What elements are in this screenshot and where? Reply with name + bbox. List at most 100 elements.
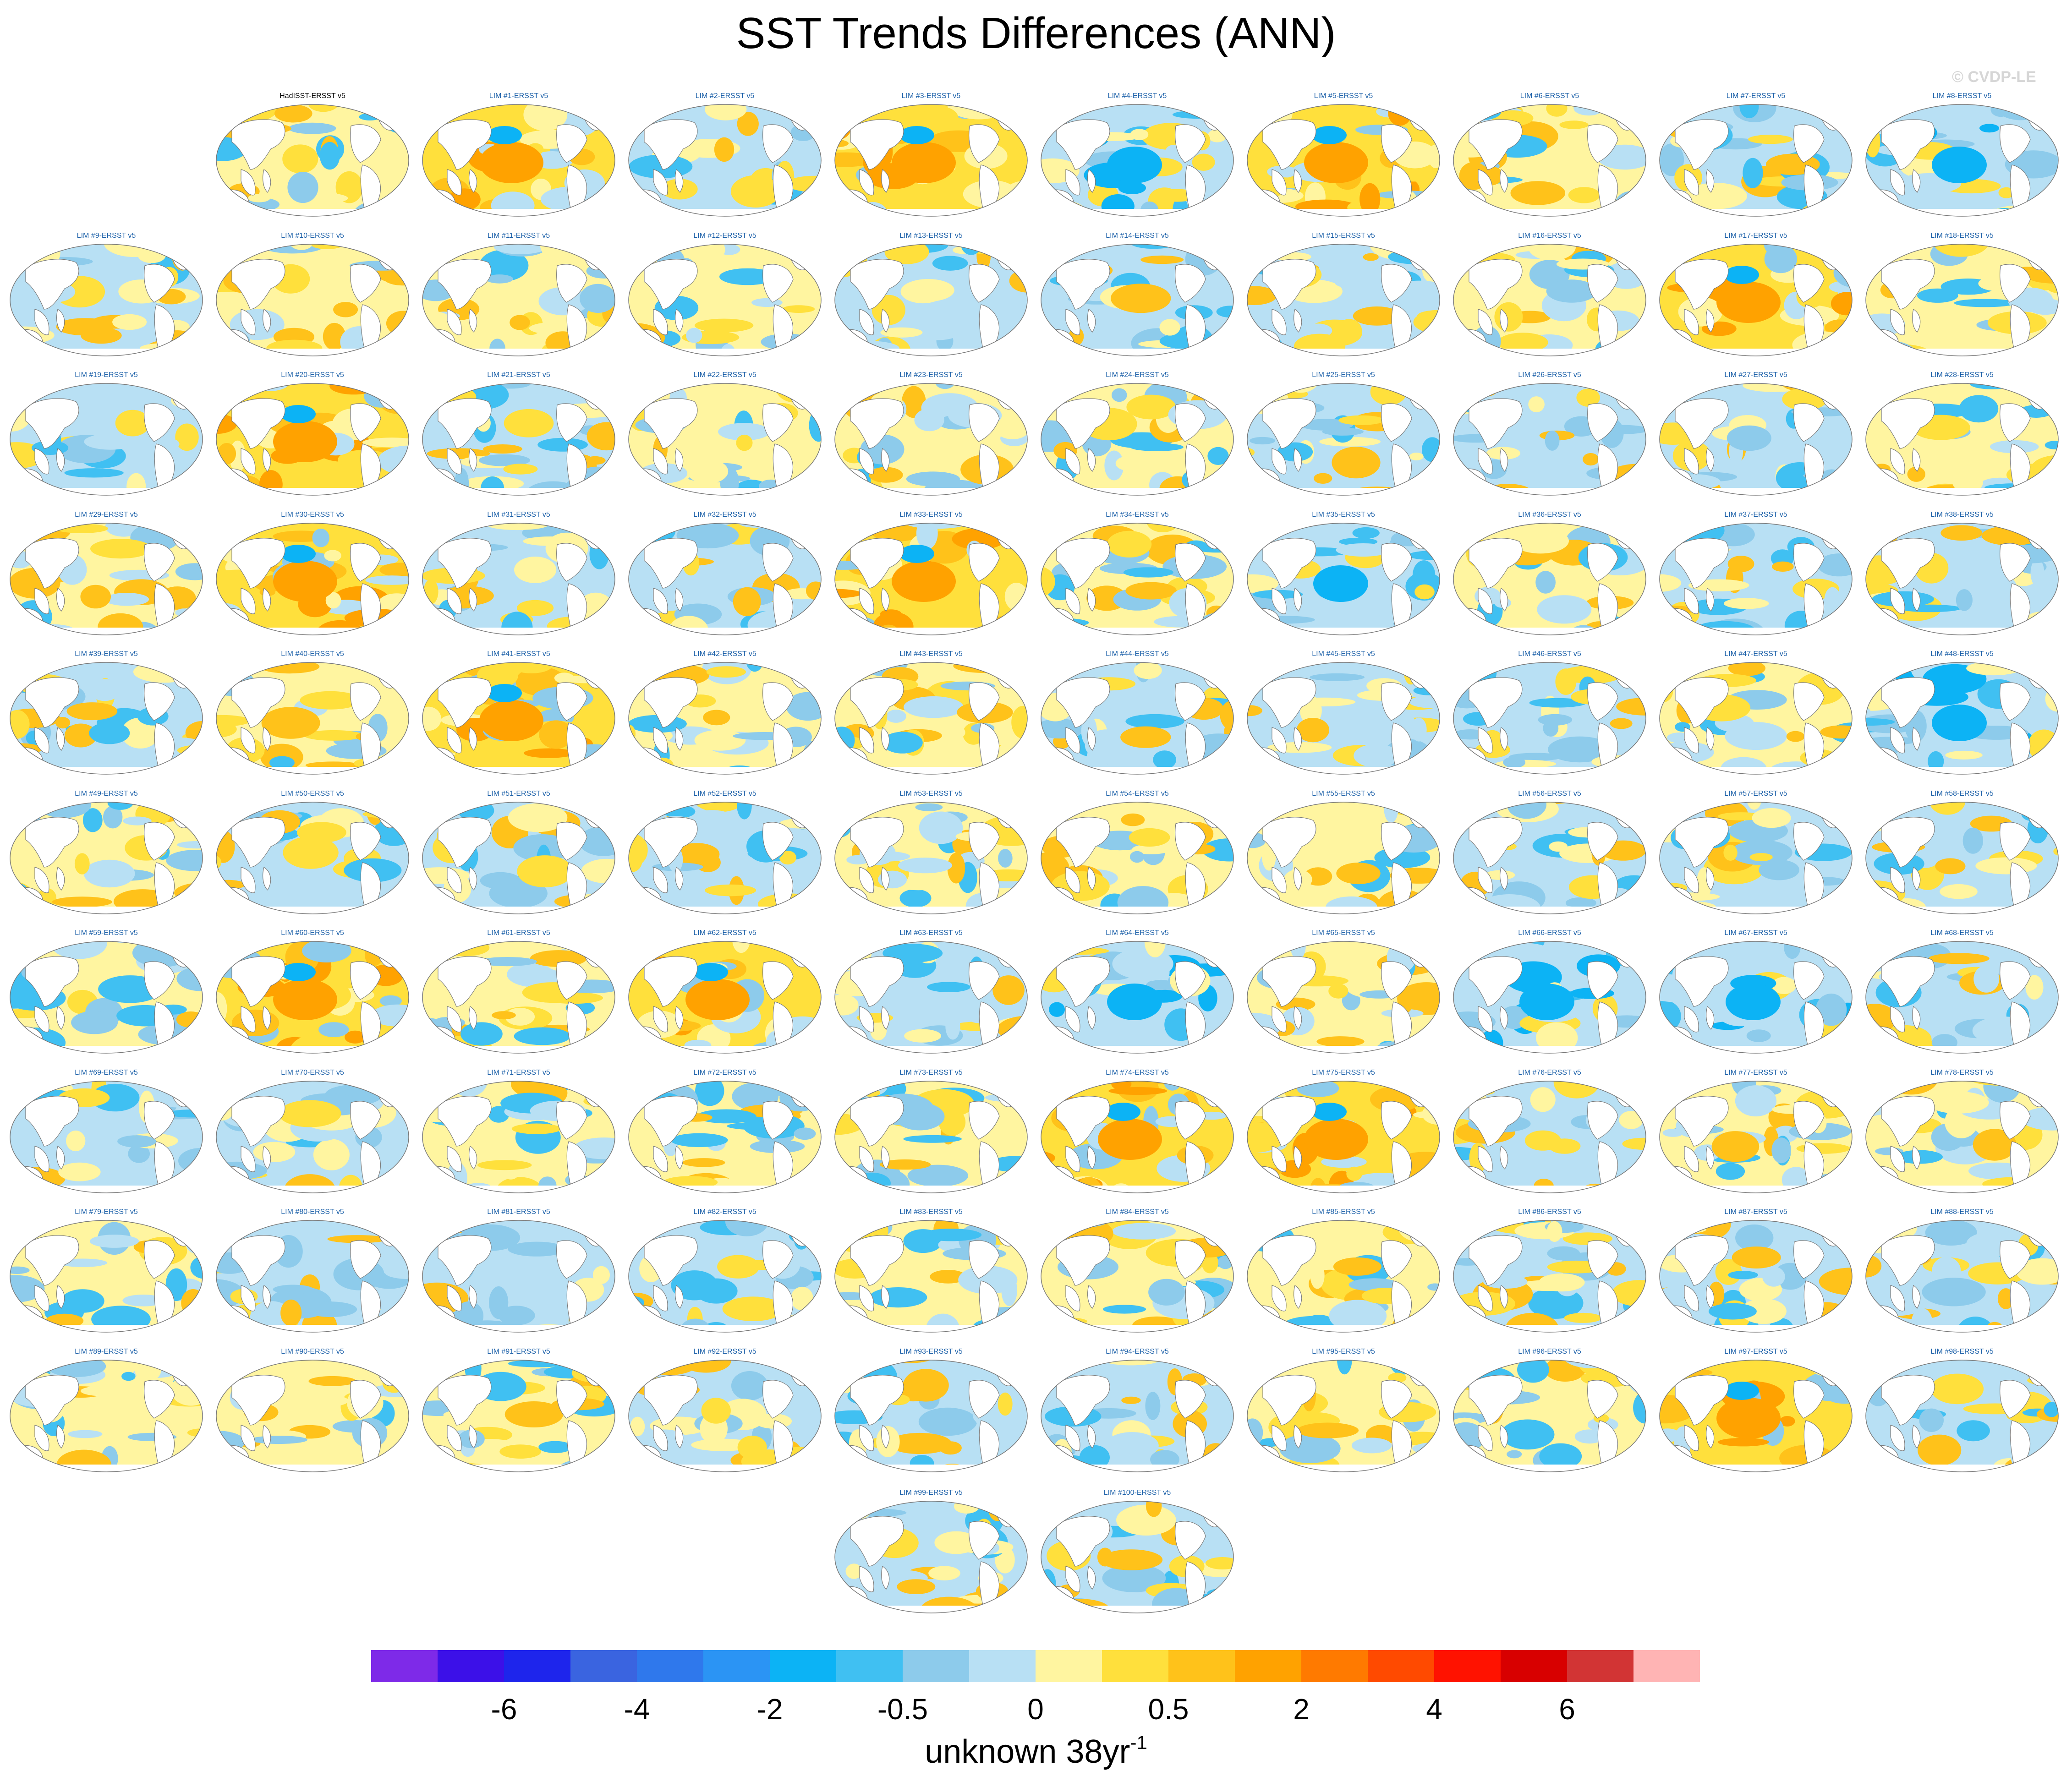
landmass [653,1425,668,1451]
sst-anomaly-blob [1956,589,1973,611]
map-panel-label: LIM #25-ERSST v5 [1312,371,1375,379]
sst-anomaly-blob [809,951,821,962]
sst-anomaly-blob [629,208,635,216]
sst-anomaly-blob [1310,673,1365,681]
sst-anomaly-blob [1420,951,1440,964]
landmass [653,1285,668,1312]
map-panel-label: LIM #32-ERSST v5 [693,511,756,519]
sst-anomaly-blob [2035,896,2057,906]
colorbar-tick-label: 0 [1027,1693,1044,1726]
sst-anomaly-blob [1932,705,1987,741]
map-outline [1865,104,2059,217]
sst-map [1041,941,1234,1054]
sst-anomaly-blob [1337,1360,1352,1375]
landmass [850,817,904,868]
landmass [1056,538,1110,589]
sst-anomaly-blob [947,947,1002,959]
landmass [1912,1146,1921,1170]
landmass [2000,1101,2031,1140]
sst-anomaly-blob [1247,1175,1263,1193]
landmass [1684,588,1699,614]
sst-anomaly-blob [629,618,660,630]
sst-anomaly-blob [1724,598,1769,609]
sst-anomaly-blob [1725,722,1787,750]
sst-anomaly-blob [487,684,522,702]
sst-anomaly-blob [945,1013,960,1040]
sst-anomaly-blob [1250,437,1276,445]
sst-anomaly-blob [1959,395,1999,423]
sst-anomaly-blob [1711,1131,1760,1162]
map-panel: LIM #96-ERSST v5 [1451,1347,1649,1474]
colorbar-swatch [371,1650,438,1682]
sst-anomaly-blob [1551,588,1607,598]
sst-anomaly-blob [80,585,111,609]
landmass [1890,309,1905,335]
sst-anomaly-blob [1354,744,1399,768]
landmass [1175,822,1206,861]
landmass [1793,822,1825,861]
sst-anomaly-blob [1427,1452,1440,1472]
map-panel: LIM #21-ERSST v5 [420,371,618,497]
landmass [1294,1146,1302,1170]
landmass [2000,543,2031,582]
landmass [969,1240,1000,1279]
sst-anomaly-blob [1415,104,1440,119]
map-panel-label: LIM #31-ERSST v5 [487,511,550,519]
sst-anomaly-blob [1546,415,1563,430]
map-outline [628,523,822,635]
sst-anomaly-blob [1503,756,1525,768]
landmass [1890,1006,1905,1033]
landmass [1469,119,1523,170]
sst-anomaly-blob [1929,802,1966,815]
sst-anomaly-blob [629,351,657,356]
sst-anomaly-blob [510,315,530,330]
sst-anomaly-blob [1724,1382,1759,1400]
sst-anomaly-blob [381,1360,400,1370]
sst-anomaly-blob [636,481,663,493]
landmass [556,264,587,303]
landmass [1706,309,1715,333]
map-panel: LIM #55-ERSST v5 [1244,789,1442,916]
map-panel: LIM #61-ERSST v5 [420,929,618,1055]
sst-anomaly-blob [313,713,370,727]
map-panel: LIM #39-ERSST v5 [7,650,205,776]
sst-anomaly-blob [381,1084,409,1094]
map-outline [1453,1360,1646,1472]
sst-map [834,1501,1028,1613]
sst-anomaly-blob [914,408,944,432]
sst-anomaly-blob [10,1445,31,1472]
sst-anomaly-blob [1568,187,1600,203]
sst-anomaly-blob [516,600,554,616]
sst-anomaly-blob [794,1127,816,1140]
landmass [34,727,49,754]
map-panel-label: LIM #93-ERSST v5 [899,1348,963,1356]
sst-anomaly-blob [1051,871,1110,901]
antarctica [629,907,821,914]
sst-anomaly-blob [1453,1081,1487,1086]
sst-anomaly-blob [273,421,337,462]
sst-anomaly-blob [907,1164,969,1187]
sst-anomaly-blob [424,1462,488,1472]
sst-anomaly-blob [1297,1422,1359,1438]
landmass [447,1285,462,1312]
landmass [1087,1566,1096,1590]
sst-anomaly-blob [93,1265,127,1280]
sst-anomaly-blob [1418,756,1440,774]
antarctica [1660,349,1852,356]
sst-anomaly-blob [1819,1268,1852,1296]
landmass [1793,961,1825,1000]
map-panel: LIM #8-ERSST v5 [1863,92,2061,218]
landmass [644,956,698,1007]
sst-anomaly-blob [1435,383,1440,388]
sst-anomaly-blob [683,810,741,841]
landmass [1478,1285,1493,1312]
sst-anomaly-blob [1202,838,1233,862]
landmass [556,961,587,1000]
sst-anomaly-blob [392,894,409,905]
sst-anomaly-blob [422,624,451,635]
landmass [1065,169,1080,196]
sst-anomaly-blob [801,1036,821,1048]
sst-anomaly-blob [1472,523,1514,529]
landmass [1675,956,1729,1007]
sst-map [1659,523,1853,635]
